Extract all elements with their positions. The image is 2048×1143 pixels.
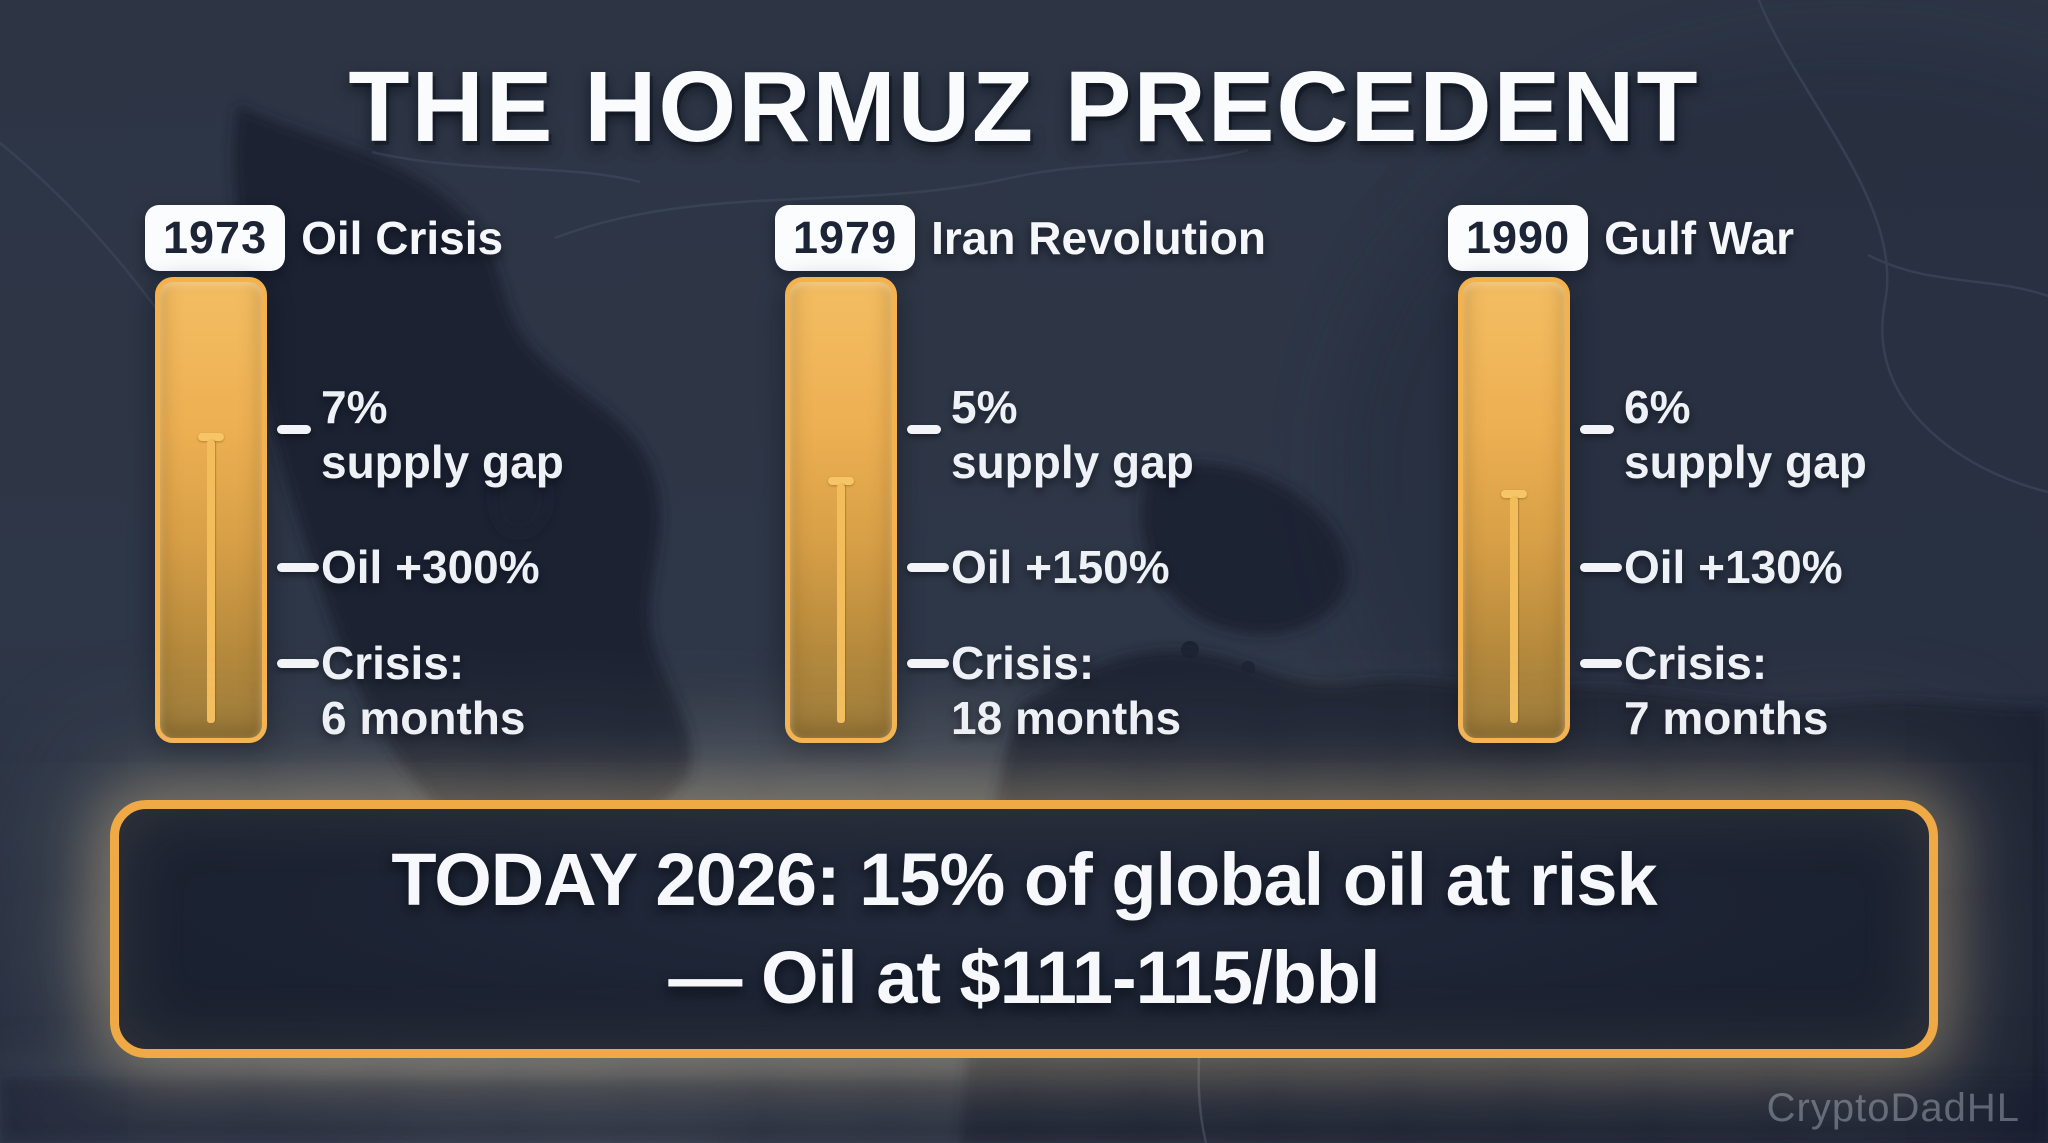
tick-dash [277,563,319,572]
supply-gap-marker-cap [1501,489,1527,498]
event-label: Gulf War [1604,212,1795,264]
supply-gap-value: 7% [321,381,388,433]
oil-change-stat: Oil +150% [951,541,1170,593]
tick-dash [907,425,941,434]
crisis-stat: Crisis: 6 months [321,636,525,746]
tick-dash [1580,425,1614,434]
tick-dash [907,563,949,572]
supply-gap-marker-stem [1510,496,1518,723]
event-column-1973: 1973 Oil Crisis 7% supply gap Oil +300% … [145,0,795,1143]
supply-gap-marker-cap [198,433,224,442]
supply-gap-stat: 6% supply gap [1624,380,1867,490]
timeline-bar [1458,277,1570,743]
crisis-stat: Crisis: 18 months [951,636,1181,746]
supply-gap-label: supply gap [951,436,1194,488]
tick-dash [1580,563,1622,572]
crisis-duration: 7 months [1624,692,1829,744]
crisis-stat: Crisis: 7 months [1624,636,1828,746]
oil-change-stat: Oil +300% [321,541,540,593]
column-header: 1973 Oil Crisis [145,205,503,271]
supply-gap-stat: 7% supply gap [321,380,564,490]
tick-dash [277,659,319,668]
crisis-label: Crisis: [321,637,465,689]
event-label: Iran Revolution [931,212,1266,264]
column-header: 1979 Iran Revolution [775,205,1266,271]
supply-gap-stat: 5% supply gap [951,380,1194,490]
supply-gap-label: supply gap [1624,436,1867,488]
supply-gap-label: supply gap [321,436,564,488]
oil-change-stat: Oil +130% [1624,541,1843,593]
year-badge: 1973 [145,205,286,271]
tick-dash [907,659,949,668]
year-badge: 1979 [775,205,916,271]
supply-gap-marker-stem [207,440,215,723]
event-column-1979: 1979 Iran Revolution 5% supply gap Oil +… [775,0,1425,1143]
crisis-label: Crisis: [1624,637,1768,689]
crisis-duration: 6 months [321,692,526,744]
supply-gap-marker-stem [837,484,845,723]
event-label: Oil Crisis [301,212,504,264]
today-callout-banner: TODAY 2026: 15% of global oil at risk — … [110,800,1938,1058]
page-title: THE HORMUZ PRECEDENT [348,51,1700,163]
today-price-line: — Oil at $111-115/bbl [668,936,1380,1019]
crisis-label: Crisis: [951,637,1095,689]
supply-gap-value: 5% [951,381,1018,433]
tick-dash [277,425,311,434]
supply-gap-marker-cap [828,477,854,486]
timeline-bar [785,277,897,743]
timeline-bar [155,277,267,743]
today-risk-line: TODAY 2026: 15% of global oil at risk [391,838,1657,921]
supply-gap-value: 6% [1624,381,1691,433]
column-header: 1990 Gulf War [1448,205,1794,271]
crisis-duration: 18 months [951,692,1182,744]
watermark: CryptoDadHL [1766,1086,2020,1130]
tick-dash [1580,659,1622,668]
event-column-1990: 1990 Gulf War 6% supply gap Oil +130% Cr… [1448,0,2048,1143]
year-badge: 1990 [1448,205,1589,271]
